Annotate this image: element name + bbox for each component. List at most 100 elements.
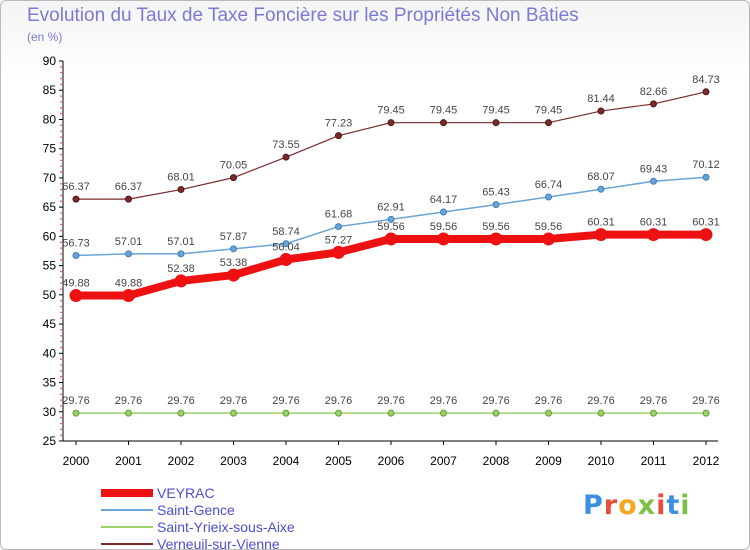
y-minor-tick [60, 393, 62, 396]
data-point [650, 409, 657, 417]
data-label: 68.07 [587, 171, 615, 183]
data-point [492, 409, 500, 417]
y-minor-tick [60, 358, 62, 360]
y-minor-tick [60, 387, 62, 390]
data-point [174, 274, 188, 288]
y-tick-label: 65 [43, 200, 57, 214]
data-point [387, 119, 395, 127]
data-point [387, 409, 395, 417]
y-minor-tick [60, 282, 62, 284]
y-minor-tick [60, 434, 62, 436]
data-point [177, 186, 185, 194]
data-label: 29.76 [167, 395, 195, 407]
data-label: 29.76 [220, 395, 248, 407]
data-point [335, 132, 342, 140]
data-point [72, 409, 80, 417]
y-minor-tick [60, 247, 62, 249]
logo-letter: x [637, 490, 657, 521]
data-point [72, 252, 80, 260]
data-label: 59.56 [535, 221, 563, 233]
y-minor-tick [60, 212, 62, 214]
data-label: 29.76 [640, 395, 668, 407]
y-tick-label: 55 [43, 259, 57, 273]
y-minor-tick [60, 317, 62, 320]
y-tick-label: 90 [43, 54, 57, 68]
data-point [492, 119, 500, 127]
y-tick-label: 75 [43, 142, 57, 156]
data-point [230, 174, 237, 182]
data-label: 65.43 [482, 187, 510, 199]
data-label: 29.76 [430, 395, 458, 407]
data-label: 68.01 [167, 172, 195, 184]
data-point [69, 289, 83, 303]
y-minor-tick [60, 241, 62, 244]
y-tick-label: 85 [43, 83, 57, 97]
y-minor-tick [60, 182, 62, 185]
data-label: 56.73 [62, 238, 90, 250]
logo-letter: P [583, 490, 604, 521]
data-point [650, 177, 657, 185]
y-minor-tick [60, 305, 62, 308]
x-tick-label: 2009 [535, 454, 562, 468]
data-label: 70.05 [220, 160, 248, 172]
data-point [125, 250, 132, 258]
y-minor-tick [60, 188, 62, 191]
legend-label: VEYRAC [157, 485, 215, 501]
y-minor-tick [60, 270, 62, 273]
data-point [545, 119, 552, 127]
y-minor-tick [60, 340, 62, 343]
data-point [122, 289, 135, 303]
data-point [699, 228, 713, 242]
y-minor-tick [60, 171, 62, 173]
data-point [282, 153, 290, 161]
data-label: 77.23 [325, 118, 353, 130]
y-minor-tick [60, 95, 62, 97]
x-tick-label: 2002 [168, 454, 195, 468]
y-minor-tick [60, 153, 62, 156]
data-label: 59.56 [377, 221, 405, 233]
data-label: 79.45 [430, 105, 458, 117]
data-point [542, 232, 555, 246]
logo-letter: t [666, 490, 681, 521]
logo-letter: i [680, 490, 691, 521]
data-label: 56.04 [272, 242, 300, 254]
y-minor-tick [60, 258, 62, 261]
data-point [702, 173, 710, 181]
data-label: 29.76 [325, 395, 353, 407]
y-minor-tick [60, 136, 62, 138]
data-point [125, 409, 132, 417]
data-point [177, 409, 185, 417]
data-label: 59.56 [482, 221, 510, 233]
data-point [387, 215, 395, 223]
data-label: 29.76 [587, 395, 615, 407]
y-minor-tick [60, 142, 62, 144]
logo-letter: o [618, 490, 638, 521]
y-minor-tick [60, 375, 62, 378]
y-tick-label: 25 [43, 434, 57, 448]
y-minor-tick [60, 422, 62, 425]
y-minor-tick [60, 399, 62, 401]
data-label: 49.88 [62, 278, 90, 290]
data-point [230, 409, 237, 417]
data-label: 61.68 [325, 209, 353, 221]
x-tick-label: 2000 [63, 454, 90, 468]
data-point [335, 409, 342, 417]
y-minor-tick [60, 405, 62, 407]
chart-unit-label: (en %) [27, 30, 63, 44]
data-point [332, 245, 345, 259]
data-point [545, 409, 552, 417]
y-minor-tick [60, 276, 62, 279]
y-minor-tick [60, 66, 62, 68]
y-tick-label: 50 [43, 288, 57, 302]
data-point [282, 409, 290, 417]
legend-label: Verneuil-sur-Vienne [157, 536, 280, 550]
y-minor-tick [60, 106, 62, 109]
x-tick-label: 2012 [693, 454, 720, 468]
proxiti-logo: Proxiti [583, 490, 691, 521]
data-label: 79.45 [377, 105, 405, 117]
legend-swatch [101, 526, 153, 528]
data-label: 59.56 [430, 221, 458, 233]
data-point [227, 268, 240, 282]
data-point [440, 208, 447, 216]
data-point [594, 228, 608, 242]
